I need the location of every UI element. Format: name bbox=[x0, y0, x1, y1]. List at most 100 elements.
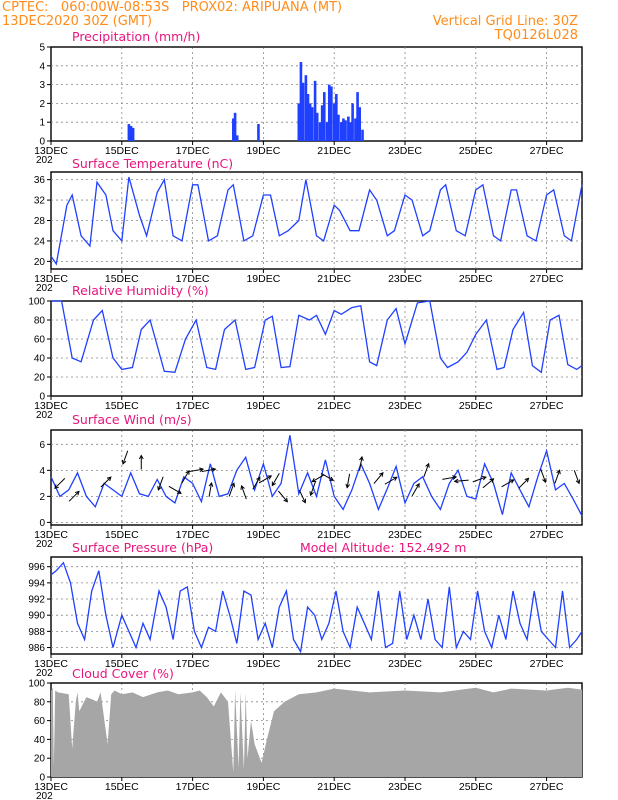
x-tick-label: 25DEC bbox=[459, 273, 493, 285]
y-tick-label: 80 bbox=[34, 697, 46, 708]
wind-arrow bbox=[423, 463, 430, 478]
precip-bar bbox=[313, 80, 317, 141]
x-tick-label: 27DEC bbox=[530, 400, 564, 412]
y-tick-label: 32 bbox=[34, 196, 46, 207]
precip-bar bbox=[335, 94, 338, 141]
header-grid-note: Vertical Grid Line: 30Z bbox=[432, 14, 578, 29]
wind-arrow-head bbox=[54, 484, 59, 490]
x-tick-label: 13DEC bbox=[34, 273, 68, 285]
y-tick-label: 20 bbox=[34, 257, 46, 268]
precip-bar bbox=[361, 129, 364, 141]
precip-bar bbox=[308, 103, 312, 141]
y-tick-label: 0 bbox=[39, 518, 45, 529]
precip-bar bbox=[332, 103, 336, 141]
wind-arrow bbox=[241, 485, 247, 500]
x-tick-label: 13DEC bbox=[34, 145, 68, 157]
wind-arrow-head bbox=[542, 478, 547, 484]
precip-bar bbox=[327, 84, 331, 141]
wind-arrow-head bbox=[301, 498, 307, 504]
precip-bar bbox=[351, 103, 354, 141]
wind-arrow-head bbox=[211, 467, 217, 473]
wind-arrow bbox=[384, 476, 398, 485]
header-model-id: TQ0126L028 bbox=[494, 28, 578, 43]
y-tick-label: 2 bbox=[39, 99, 45, 110]
x-tick-label: 27DEC bbox=[530, 529, 564, 541]
y-tick-label: 3 bbox=[39, 80, 45, 91]
wind-arrow bbox=[554, 470, 561, 484]
wind-arrow bbox=[501, 479, 514, 488]
x-tick-label: 21DEC bbox=[317, 529, 351, 541]
x-tick-label: 17DEC bbox=[176, 400, 210, 412]
wind-arrow bbox=[454, 479, 469, 482]
x-tick-label: 21DEC bbox=[317, 273, 351, 285]
series-line bbox=[50, 435, 583, 517]
wind-arrow-head bbox=[185, 469, 190, 475]
x-tick-label: 25DEC bbox=[459, 529, 493, 541]
x-tick-label: 13DEC bbox=[34, 658, 68, 670]
x-tick-label: 21DEC bbox=[317, 781, 351, 793]
precip-bar bbox=[232, 118, 235, 141]
panel-frame bbox=[50, 556, 583, 655]
x-tick-label: 25DEC bbox=[459, 145, 493, 157]
precip-bar bbox=[330, 86, 333, 141]
wind-arrow bbox=[442, 476, 457, 480]
wind-arrow bbox=[277, 490, 288, 503]
wind-arrow-head bbox=[453, 478, 459, 484]
wind-arrow-head bbox=[392, 476, 398, 481]
panel-title: Surface Temperature (nC) bbox=[72, 156, 233, 171]
wind-arrow-head bbox=[199, 467, 205, 473]
precip-bar bbox=[320, 105, 324, 141]
wind-arrow-head bbox=[359, 455, 364, 461]
x-tick-label: 27DEC bbox=[530, 145, 564, 157]
panel-title: Surface Pressure (hPa) bbox=[72, 540, 213, 555]
x-tick-label: 27DEC bbox=[530, 781, 564, 793]
x-tick-label: 27DEC bbox=[530, 658, 564, 670]
wind-arrow bbox=[168, 485, 182, 494]
x-tick-label: 23DEC bbox=[388, 781, 422, 793]
precip-bar bbox=[131, 127, 135, 141]
y-tick-label: 996 bbox=[28, 562, 45, 573]
wind-arrow bbox=[157, 476, 164, 491]
x-year-stub: 202 bbox=[36, 283, 53, 294]
x-tick-label: 13DEC bbox=[34, 400, 68, 412]
x-tick-label: 21DEC bbox=[317, 400, 351, 412]
y-tick-label: 986 bbox=[28, 643, 45, 654]
wind-arrow-head bbox=[230, 482, 236, 488]
y-tick-label: 4 bbox=[39, 466, 45, 477]
wind-arrow bbox=[346, 473, 351, 488]
wind-arrow-head bbox=[176, 489, 182, 494]
precip-bar bbox=[356, 92, 359, 141]
precip-bar bbox=[358, 107, 361, 141]
wind-arrow bbox=[411, 483, 420, 497]
precip-bar bbox=[127, 124, 131, 141]
wind-arrow bbox=[68, 491, 80, 502]
wind-arrow bbox=[311, 474, 325, 483]
wind-arrow-head bbox=[256, 476, 261, 482]
x-tick-label: 23DEC bbox=[388, 658, 422, 670]
precip-bar bbox=[354, 118, 357, 141]
wind-arrow-head bbox=[556, 469, 561, 475]
x-tick-label: 17DEC bbox=[176, 529, 210, 541]
panel-title: Surface Wind (m/s) bbox=[72, 412, 192, 427]
x-tick-label: 17DEC bbox=[176, 658, 210, 670]
x-tick-label: 27DEC bbox=[530, 273, 564, 285]
wind-arrow-head bbox=[121, 459, 127, 465]
x-tick-label: 23DEC bbox=[388, 400, 422, 412]
precip-bar bbox=[349, 122, 352, 141]
wind-arrow bbox=[320, 472, 334, 481]
precip-bar bbox=[325, 122, 329, 141]
y-tick-label: 5 bbox=[39, 43, 45, 54]
y-tick-label: 992 bbox=[28, 595, 45, 606]
y-tick-label: 60 bbox=[34, 716, 46, 727]
wind-arrow-head bbox=[271, 481, 276, 487]
panel-title: Precipitation (mm/h) bbox=[72, 29, 200, 44]
y-tick-label: 994 bbox=[28, 578, 45, 589]
precip-bar bbox=[129, 125, 133, 141]
wind-arrow bbox=[271, 473, 280, 486]
x-tick-label: 13DEC bbox=[34, 529, 68, 541]
x-tick-label: 21DEC bbox=[317, 145, 351, 157]
precip-bar bbox=[339, 122, 343, 141]
wind-arrow bbox=[122, 450, 129, 465]
precip-bar bbox=[301, 82, 305, 141]
